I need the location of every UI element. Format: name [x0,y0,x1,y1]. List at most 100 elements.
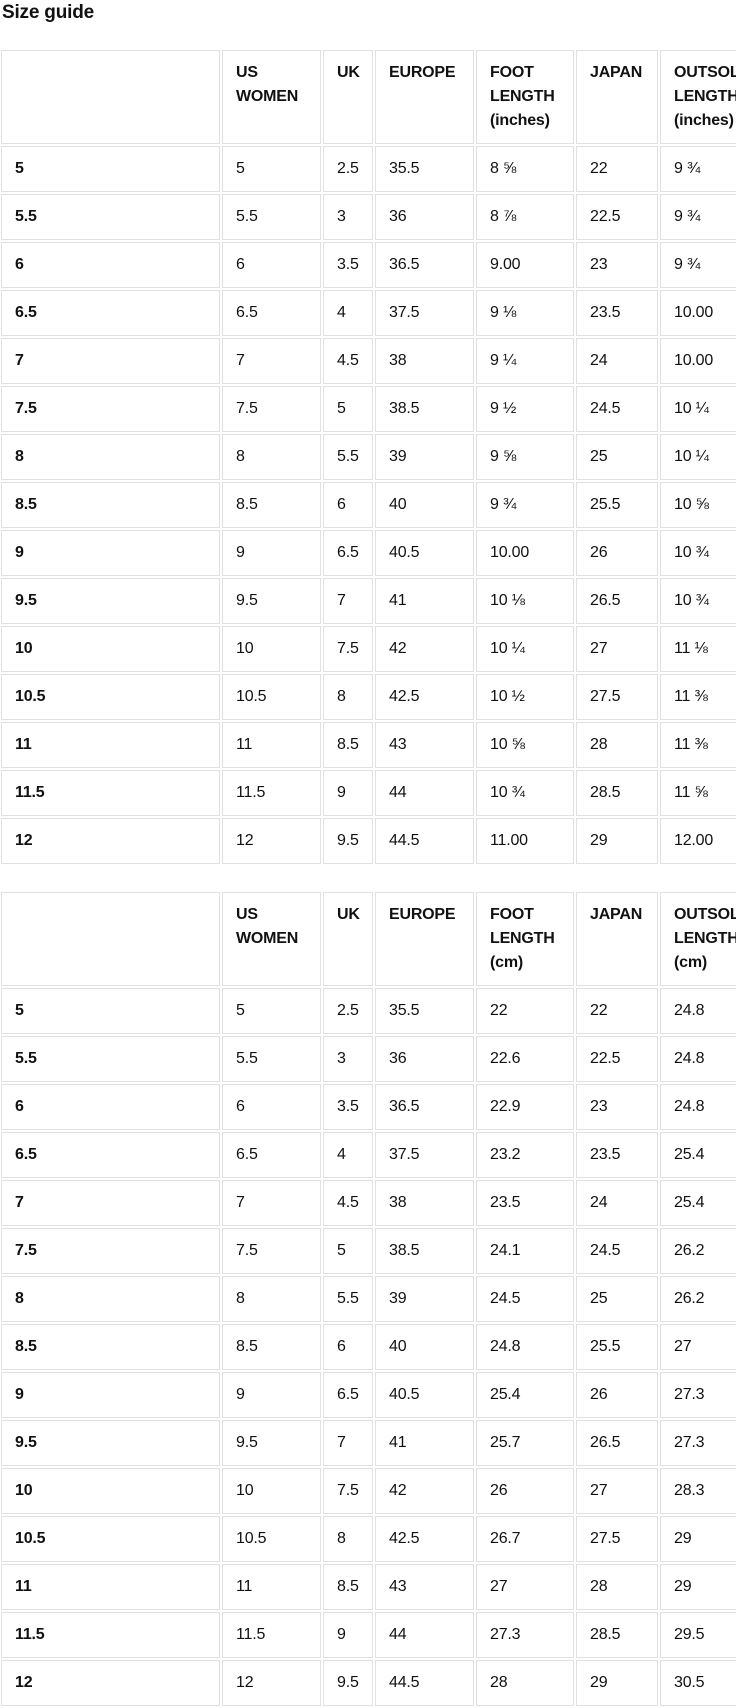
data-cell: 11.5 [222,1612,321,1658]
data-cell: 43 [375,1564,474,1610]
data-cell: 12 [222,1660,321,1706]
data-cell: 28.5 [576,770,658,816]
data-cell: 10.00 [660,290,736,336]
header-row: US WOMEN UK EUROPE FOOT LENGTH (inches) JAPA… [1,50,736,144]
data-cell: 8 ⅝ [476,146,574,192]
data-cell: 27.3 [660,1372,736,1418]
data-cell: 40.5 [375,1372,474,1418]
table-row: 6 6 3.5 36.5 22.9 23 24.8 [1,1084,736,1130]
size-table-cm: US WOMEN UK EUROPE FOOT LENGTH (cm) JAPAN OUT… [0,890,736,1708]
table-row: 11 11 8.5 43 10 ⅝ 28 11 ⅜ [1,722,736,768]
data-cell: 11.00 [476,818,574,864]
row-label: 7 [1,1180,220,1226]
data-cell: 7.5 [222,386,321,432]
data-cell: 24.1 [476,1228,574,1274]
data-cell: 22.5 [576,194,658,240]
data-cell: 3 [323,194,373,240]
table-row: 8.5 8.5 6 40 24.8 25.5 27 [1,1324,736,1370]
table-row: 11.5 11.5 9 44 27.3 28.5 29.5 [1,1612,736,1658]
data-cell: 38 [375,1180,474,1226]
data-cell: 28 [476,1660,574,1706]
data-cell: 10 ⅝ [476,722,574,768]
data-cell: 24 [576,338,658,384]
row-label: 10 [1,626,220,672]
row-label: 8 [1,434,220,480]
data-cell: 40 [375,482,474,528]
data-cell: 6.5 [222,290,321,336]
data-cell: 9.00 [476,242,574,288]
data-cell: 5.5 [222,1036,321,1082]
data-cell: 12.00 [660,818,736,864]
data-cell: 5.5 [323,434,373,480]
data-cell: 8 [323,674,373,720]
data-cell: 26.5 [576,578,658,624]
row-label: 10 [1,1468,220,1514]
column-header: US WOMEN [222,50,321,144]
data-cell: 9 ⅝ [476,434,574,480]
column-header: JAPAN [576,892,658,986]
data-cell: 39 [375,1276,474,1322]
data-cell: 9 ¾ [660,194,736,240]
data-cell: 11 [222,722,321,768]
table-row: 6.5 6.5 4 37.5 23.2 23.5 25.4 [1,1132,736,1178]
data-cell: 9.5 [222,578,321,624]
column-header: UK [323,892,373,986]
data-cell: 10 [222,626,321,672]
data-cell: 39 [375,434,474,480]
data-cell: 25.4 [660,1180,736,1226]
table-row: 5 5 2.5 35.5 8 ⅝ 22 9 ¾ [1,146,736,192]
data-cell: 8.5 [222,482,321,528]
data-cell: 27.3 [660,1420,736,1466]
data-cell: 6.5 [323,530,373,576]
data-cell: 9.5 [323,818,373,864]
table-row: 8 8 5.5 39 9 ⅝ 25 10 ¼ [1,434,736,480]
row-label: 10.5 [1,674,220,720]
data-cell: 27.5 [576,1516,658,1562]
data-cell: 10 ¼ [660,434,736,480]
row-label: 8.5 [1,482,220,528]
data-cell: 36 [375,1036,474,1082]
table-row: 10 10 7.5 42 10 ¼ 27 11 ⅛ [1,626,736,672]
data-cell: 5 [323,386,373,432]
table-row: 9.5 9.5 7 41 10 ⅛ 26.5 10 ¾ [1,578,736,624]
data-cell: 10 [222,1468,321,1514]
row-label: 11 [1,1564,220,1610]
data-cell: 9 [323,770,373,816]
data-cell: 29.5 [660,1612,736,1658]
data-cell: 4 [323,290,373,336]
data-cell: 25.5 [576,482,658,528]
data-cell: 9 ¼ [476,338,574,384]
column-header: FOOT LENGTH (inches) [476,50,574,144]
table-row: 10.5 10.5 8 42.5 10 ½ 27.5 11 ⅜ [1,674,736,720]
data-cell: 22.5 [576,1036,658,1082]
data-cell: 8 [222,1276,321,1322]
data-cell: 9 ¾ [660,146,736,192]
row-label: 6.5 [1,290,220,336]
data-cell: 10.5 [222,674,321,720]
size-table-inches: US WOMEN UK EUROPE FOOT LENGTH (inches) JAPA… [0,48,736,866]
data-cell: 11 ⅝ [660,770,736,816]
data-cell: 26 [576,1372,658,1418]
data-cell: 4.5 [323,1180,373,1226]
data-cell: 29 [576,1660,658,1706]
row-label: 7.5 [1,1228,220,1274]
data-cell: 40.5 [375,530,474,576]
data-cell: 10 ¾ [660,578,736,624]
data-cell: 6.5 [222,1132,321,1178]
data-cell: 26.2 [660,1228,736,1274]
data-cell: 6.5 [323,1372,373,1418]
row-label: 10.5 [1,1516,220,1562]
data-cell: 10.00 [476,530,574,576]
row-label: 6 [1,242,220,288]
data-cell: 24 [576,1180,658,1226]
data-cell: 9 ¾ [476,482,574,528]
data-cell: 27.3 [476,1612,574,1658]
data-cell: 25.4 [476,1372,574,1418]
data-cell: 27 [476,1564,574,1610]
table-row: 7 7 4.5 38 23.5 24 25.4 [1,1180,736,1226]
data-cell: 23 [576,1084,658,1130]
data-cell: 10 ¾ [476,770,574,816]
data-cell: 28 [576,1564,658,1610]
data-cell: 7 [222,1180,321,1226]
